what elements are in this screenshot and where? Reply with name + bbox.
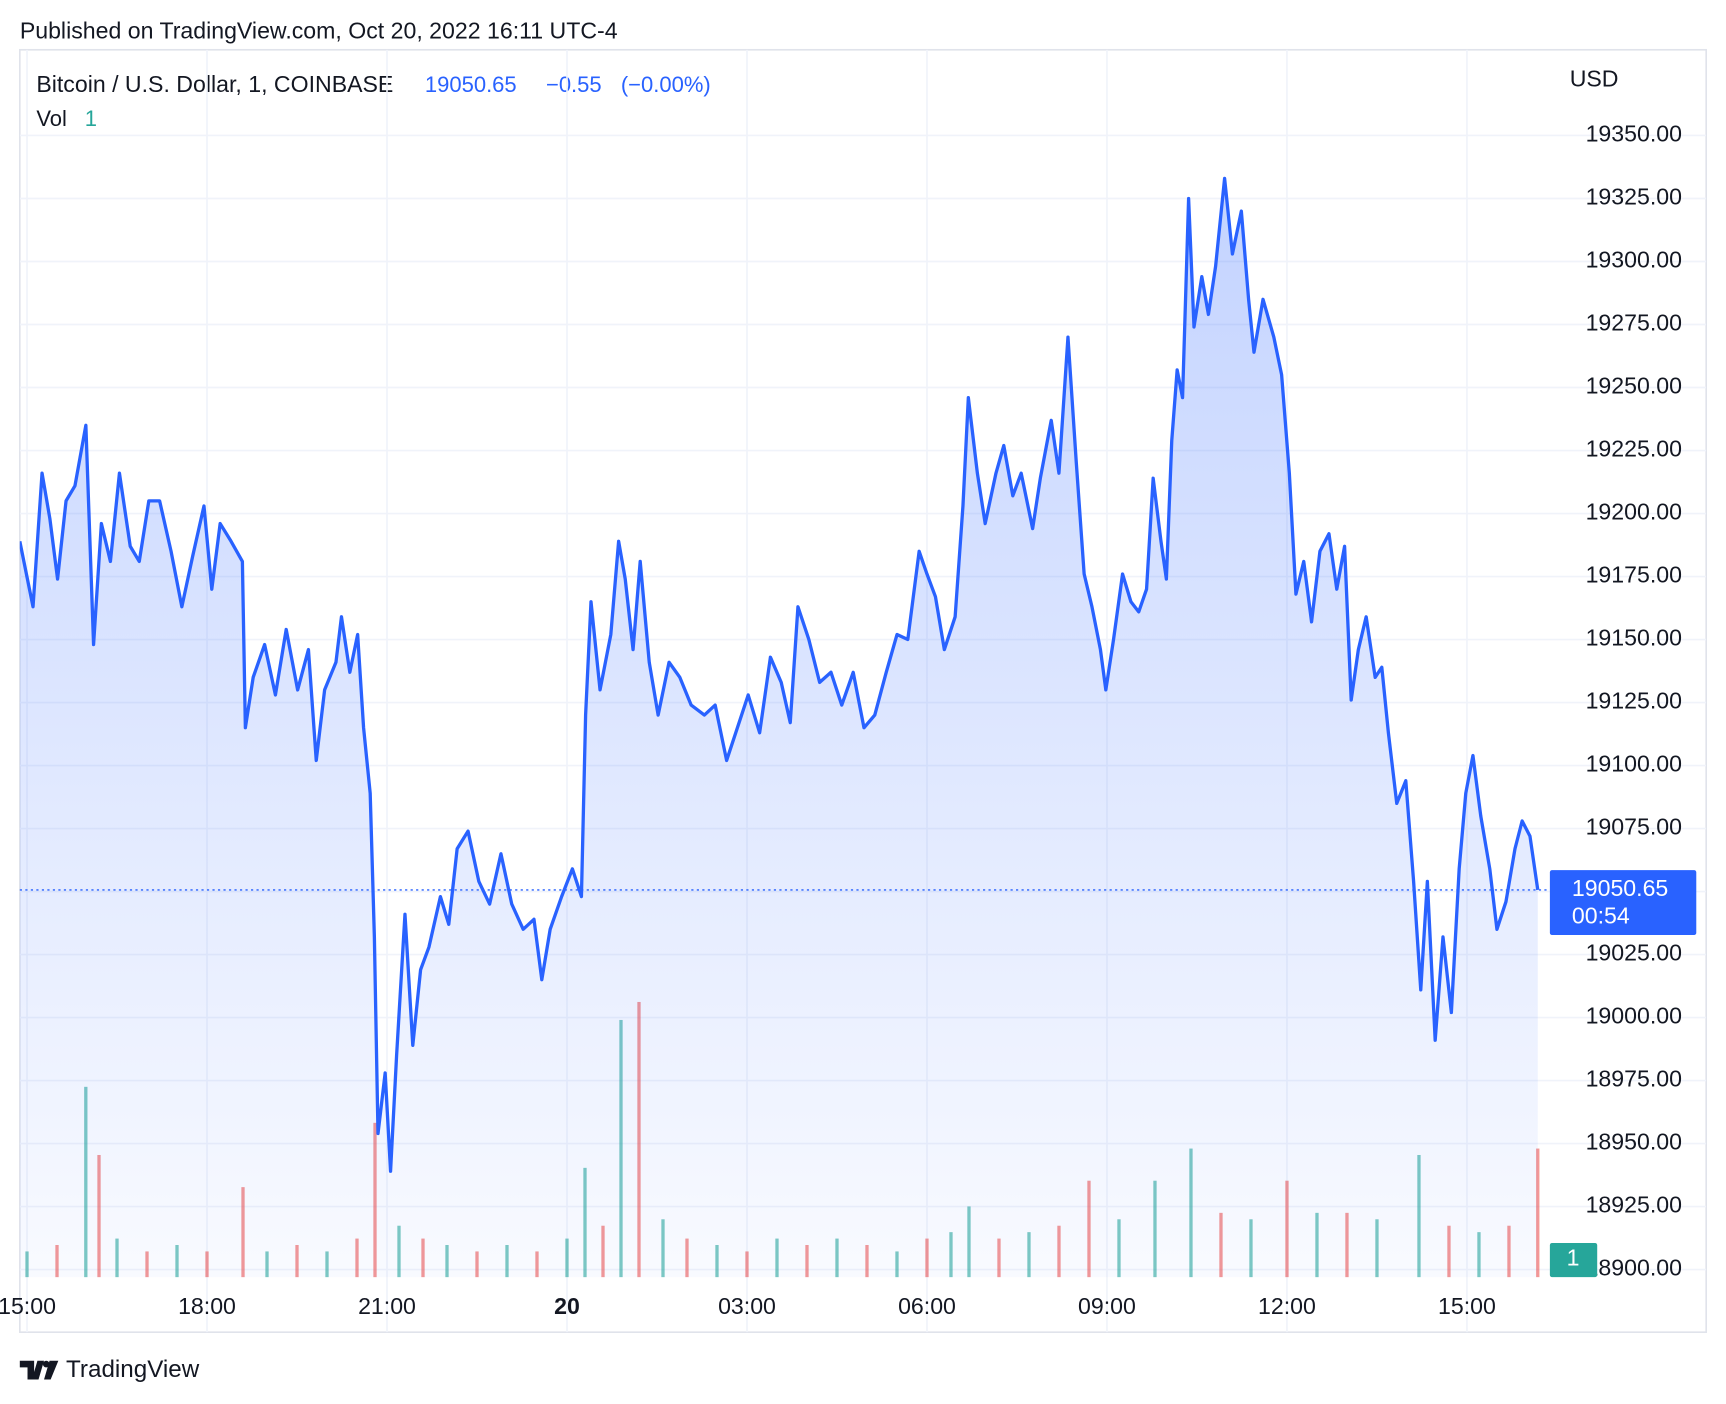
- y-tick-label: 19200.00: [1586, 499, 1682, 525]
- x-tick-label: 18:00: [178, 1293, 236, 1319]
- brand-logo: [19, 1360, 59, 1380]
- x-tick-label: 20: [554, 1293, 580, 1319]
- x-tick-label: 03:00: [718, 1293, 776, 1319]
- y-tick-label: 19000.00: [1586, 1003, 1682, 1029]
- published-note: Published on TradingView.com, Oct 20, 20…: [20, 17, 618, 43]
- price-change: −0.55: [546, 72, 602, 97]
- x-tick-label: 06:00: [898, 1293, 956, 1319]
- last-price-tag-value: 19050.65: [1572, 875, 1668, 901]
- x-tick-label: 21:00: [358, 1293, 416, 1319]
- countdown: 00:54: [1572, 903, 1630, 929]
- y-tick-label: 19250.00: [1586, 373, 1682, 399]
- y-tick-label: 19075.00: [1586, 814, 1682, 840]
- x-tick-label: 12:00: [1258, 1293, 1316, 1319]
- x-tick-label: 09:00: [1078, 1293, 1136, 1319]
- y-tick-label: 19125.00: [1586, 688, 1682, 714]
- y-tick-label: 19225.00: [1586, 436, 1682, 462]
- plot-area: [19, 49, 1707, 1333]
- y-tick-label: 18925.00: [1586, 1192, 1682, 1218]
- y-tick-label: 19300.00: [1586, 247, 1682, 273]
- volume-legend-value: 1: [85, 106, 97, 131]
- price-line: [19, 176, 1540, 1173]
- y-tick-label: 19275.00: [1586, 310, 1682, 336]
- y-tick-label: 19175.00: [1586, 562, 1682, 588]
- price-area: [19, 178, 1538, 1278]
- volume-tag: [1549, 1243, 1598, 1278]
- volume-legend: Vol: [36, 106, 67, 131]
- brand-name: TradingView: [66, 1356, 200, 1383]
- y-tick-label: 19025.00: [1586, 940, 1682, 966]
- x-tick-label: 15:00: [0, 1293, 56, 1319]
- x-tick-label: 15:00: [1438, 1293, 1496, 1319]
- volume-tag-value: 1: [1567, 1245, 1580, 1271]
- y-tick-label: 19150.00: [1586, 625, 1682, 651]
- symbol-title: Bitcoin / U.S. Dollar, 1, COINBASE: [36, 71, 393, 97]
- price-change-percent: (−0.00%): [621, 72, 711, 97]
- y-tick-label: 18900.00: [1586, 1255, 1682, 1281]
- y-tick-label: 19350.00: [1586, 121, 1682, 147]
- y-tick-label: 19325.00: [1586, 184, 1682, 210]
- y-tick-label: 18975.00: [1586, 1066, 1682, 1092]
- y-tick-label: 18950.00: [1586, 1129, 1682, 1155]
- last-price: 19050.65: [425, 72, 517, 97]
- last-price-tag: [1549, 870, 1697, 936]
- y-tick-label: 19100.00: [1586, 751, 1682, 777]
- currency-label: USD: [1570, 66, 1619, 92]
